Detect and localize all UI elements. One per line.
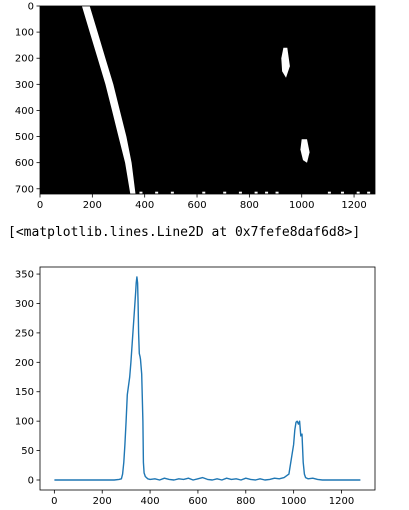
x-tick-label: 400: [141, 496, 160, 507]
speck-8: [275, 191, 279, 194]
cell-output-text: [<matplotlib.lines.Line2D at 0x7fefe8daf…: [8, 225, 361, 240]
speck-12: [367, 191, 371, 194]
y-tick-label: 250: [15, 328, 34, 339]
x-tick-label: 800: [236, 496, 255, 507]
y-tick-label: 200: [15, 54, 34, 65]
x-tick-label: 0: [51, 496, 57, 507]
x-tick-label: 200: [93, 496, 112, 507]
y-tick-label: 100: [15, 417, 34, 428]
image-frame: [39, 5, 376, 195]
y-tick-label: 600: [15, 158, 34, 169]
y-tick-label: 400: [15, 106, 34, 117]
white-region-0: [81, 6, 136, 194]
x-tick-label: 1000: [281, 496, 306, 507]
y-tick-label: 200: [15, 358, 34, 369]
speck-3: [202, 191, 206, 194]
x-tick-label: 600: [187, 200, 206, 211]
plot-frame: [39, 266, 376, 491]
y-tick-label: 700: [15, 184, 34, 195]
speck-10: [340, 191, 344, 194]
histogram-line-plot: 0 200 400 600 800 1000 1200 0 50 100 150 200 250 300 3…: [15, 266, 376, 507]
x-tick-label: 0: [37, 200, 43, 211]
x-tick-label: 1000: [289, 200, 314, 211]
speck-9: [327, 191, 331, 194]
y-tick-label: 50: [21, 446, 34, 457]
y-tick-label: 150: [15, 387, 34, 398]
speck-6: [254, 191, 258, 194]
y-tick-label: 300: [15, 80, 34, 91]
speck-11: [356, 191, 360, 194]
x-tick-label: 1200: [329, 496, 354, 507]
speck-4: [223, 191, 227, 194]
y-tick-label: 300: [15, 299, 34, 310]
y-tick-label: 350: [15, 270, 34, 281]
image-background: [40, 6, 375, 194]
speck-1: [155, 191, 159, 194]
y-tick-label: 500: [15, 132, 34, 143]
white-region-2: [300, 139, 310, 163]
binary-image-plot: 0 200 400 600 800 1000 1200 0 100 200 300 400 500 600…: [15, 2, 376, 211]
y-tick-label: 0: [28, 2, 34, 13]
x-tick-label: 1200: [341, 200, 366, 211]
x-tick-label: 600: [188, 496, 207, 507]
x-tick-label: 400: [135, 200, 154, 211]
speck-0: [139, 191, 143, 194]
y-tick-label: 0: [28, 475, 34, 486]
speck-5: [238, 191, 242, 194]
white-region-1: [281, 47, 290, 78]
x-tick-label: 200: [83, 200, 102, 211]
x-tick-label: 800: [240, 200, 259, 211]
y-tick-label: 100: [15, 28, 34, 39]
series-line: [54, 276, 361, 481]
speck-7: [265, 191, 269, 194]
speck-2: [170, 191, 174, 194]
